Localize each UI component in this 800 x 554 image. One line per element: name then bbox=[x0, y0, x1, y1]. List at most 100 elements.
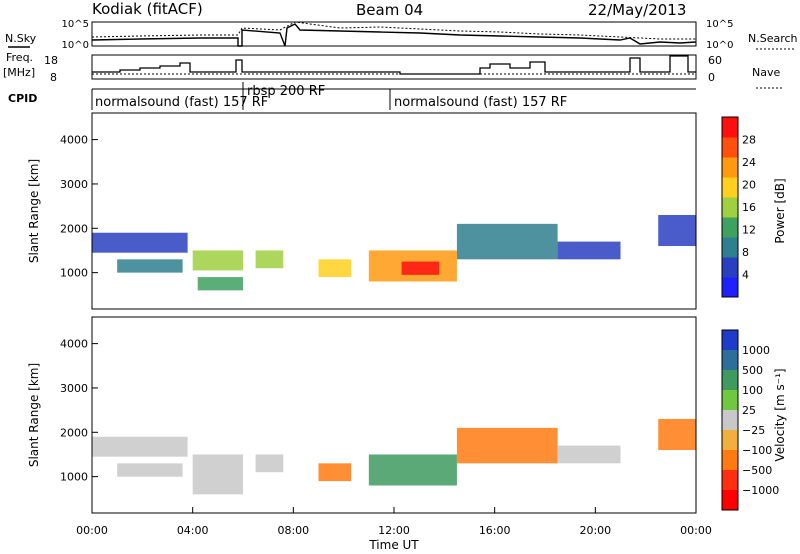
velocity-colorbar-tick-5: −100 bbox=[742, 444, 772, 457]
velocity-colorbar-swatch-8 bbox=[722, 490, 738, 511]
velocity-band-6 bbox=[456, 427, 558, 464]
time-axis-ticks: 00:00 04:00 08:00 12:00 16:00 20:00 00:00 bbox=[76, 507, 712, 537]
power-colorbar-swatch-7 bbox=[722, 137, 738, 158]
power-band-4 bbox=[255, 250, 284, 269]
velocity-band-0 bbox=[92, 436, 188, 457]
power-plot-frame bbox=[91, 112, 697, 310]
velocity-colorbar-swatch-1 bbox=[722, 350, 738, 371]
velocity-band-1 bbox=[117, 463, 183, 477]
power-y-tick-label-3: 4000 bbox=[60, 134, 88, 147]
velocity-colorbar-tick-2: 100 bbox=[742, 384, 763, 397]
power-y-ticks: 1000 2000 3000 4000 bbox=[60, 134, 98, 280]
power-band-8 bbox=[456, 223, 558, 260]
power-band-3 bbox=[197, 277, 243, 291]
velocity-y-tick-label-2: 3000 bbox=[60, 382, 88, 395]
power-band-5 bbox=[318, 259, 352, 278]
power-colorbar-swatch-4 bbox=[722, 197, 738, 218]
velocity-colorbar: 1000 500 100 25 −25 −100 −500 −1000 Velocity [m… bbox=[721, 329, 787, 511]
power-colorbar-tick-2: 12 bbox=[742, 224, 756, 237]
power-colorbar-swatch-6 bbox=[722, 157, 738, 178]
time-tick-label-3: 12:00 bbox=[378, 524, 410, 537]
velocity-y-ticks: 1000 2000 3000 4000 bbox=[60, 338, 98, 484]
noise-panel-frame bbox=[91, 21, 697, 47]
noise-panel: N.Sky 10^5 10^0 10^5 10^0 N.Search bbox=[5, 19, 798, 51]
velocity-plot: 1000 2000 3000 4000 Slant Range [km] bbox=[27, 316, 697, 514]
velocity-colorbar-swatch-5 bbox=[722, 430, 738, 451]
freq-label: Freq. bbox=[6, 51, 33, 64]
velocity-colorbar-swatch-6 bbox=[722, 450, 738, 471]
velocity-band-2 bbox=[192, 454, 243, 495]
station-title: Kodiak (fitACF) bbox=[92, 0, 203, 18]
power-colorbar-tick-3: 16 bbox=[742, 201, 756, 214]
freq-panel-frame bbox=[91, 54, 697, 80]
velocity-y-tick-label-3: 4000 bbox=[60, 338, 88, 351]
power-y-tick-label-2: 3000 bbox=[60, 178, 88, 191]
power-colorbar-tick-1: 8 bbox=[742, 246, 749, 259]
power-band-10 bbox=[658, 214, 696, 247]
velocity-colorbar-tick-1: 500 bbox=[742, 364, 763, 377]
power-band-0 bbox=[92, 232, 188, 253]
freq-tick-left-top: 18 bbox=[44, 54, 58, 67]
noise-tick-left-top: 10^5 bbox=[62, 19, 89, 30]
freq-unit-label: [MHz] bbox=[3, 66, 35, 79]
power-colorbar-swatch-8 bbox=[722, 117, 738, 138]
power-colorbar-tick-6: 28 bbox=[742, 134, 756, 147]
cpid-label: CPID bbox=[8, 92, 37, 105]
velocity-colorbar-swatch-4 bbox=[722, 410, 738, 431]
velocity-colorbar-swatch-7 bbox=[722, 470, 738, 491]
noise-tick-right-bottom: 10^0 bbox=[706, 40, 733, 51]
power-colorbar-swatch-5 bbox=[722, 177, 738, 198]
power-band-7 bbox=[401, 261, 440, 275]
velocity-colorbar-swatch-0 bbox=[722, 330, 738, 351]
power-band-2 bbox=[192, 250, 243, 271]
velocity-data-layer bbox=[92, 418, 696, 495]
noise-tick-right-top: 10^5 bbox=[706, 19, 733, 30]
beam-title: Beam 04 bbox=[356, 1, 423, 19]
time-tick-label-6: 00:00 bbox=[680, 524, 712, 537]
power-colorbar-swatch-0 bbox=[722, 277, 738, 298]
freq-tick-right-bottom: 0 bbox=[708, 71, 715, 84]
velocity-band-3 bbox=[255, 454, 284, 473]
cpid-panel: CPID normalsound (fast) 157 RF rbsp 200 … bbox=[8, 82, 696, 110]
power-y-tick-label-0: 1000 bbox=[60, 267, 88, 280]
cpid-segment-3: normalsound (fast) 157 RF bbox=[394, 95, 567, 110]
freq-tick-right-top: 60 bbox=[708, 54, 722, 67]
velocity-band-4 bbox=[318, 463, 352, 482]
power-colorbar-title: Power [dB] bbox=[773, 178, 787, 243]
velocity-colorbar-tick-4: −25 bbox=[742, 424, 765, 437]
freq-tick-left-bottom: 8 bbox=[50, 71, 57, 84]
time-tick-label-4: 16:00 bbox=[479, 524, 511, 537]
velocity-colorbar-swatch-3 bbox=[722, 390, 738, 411]
power-colorbar: 4 8 12 16 20 24 28 Power [dB] bbox=[721, 116, 787, 298]
power-plot: 1000 2000 3000 4000 Slant Range [km] bbox=[27, 112, 697, 310]
power-band-1 bbox=[117, 259, 183, 273]
time-tick-label-5: 20:00 bbox=[579, 524, 611, 537]
power-colorbar-swatch-2 bbox=[722, 237, 738, 258]
nsearch-label: N.Search bbox=[748, 32, 798, 45]
velocity-band-7 bbox=[557, 445, 621, 464]
power-y-tick-label-1: 2000 bbox=[60, 222, 88, 235]
velocity-colorbar-tick-6: −500 bbox=[742, 464, 772, 477]
velocity-colorbar-title: Velocity [m s⁻¹] bbox=[773, 368, 787, 461]
time-tick-label-2: 08:00 bbox=[277, 524, 309, 537]
time-axis-label: Time UT bbox=[368, 538, 419, 552]
velocity-colorbar-tick-0: 1000 bbox=[742, 344, 770, 357]
cpid-segment-1: normalsound (fast) 157 RF bbox=[95, 95, 268, 110]
date-title: 22/May/2013 bbox=[588, 1, 686, 19]
noise-tick-left-bottom: 10^0 bbox=[62, 40, 89, 51]
power-colorbar-tick-4: 20 bbox=[742, 179, 756, 192]
power-colorbar-tick-5: 24 bbox=[742, 156, 756, 169]
power-y-axis-label: Slant Range [km] bbox=[27, 159, 41, 263]
velocity-colorbar-tick-3: 25 bbox=[742, 404, 756, 417]
velocity-y-axis-label: Slant Range [km] bbox=[27, 363, 41, 467]
time-tick-label-0: 00:00 bbox=[76, 524, 108, 537]
velocity-y-tick-label-0: 1000 bbox=[60, 471, 88, 484]
velocity-y-tick-label-1: 2000 bbox=[60, 426, 88, 439]
velocity-band-8 bbox=[658, 418, 696, 451]
power-band-9 bbox=[557, 241, 621, 260]
cpid-segment-2: rbsp 200 RF bbox=[247, 84, 325, 99]
velocity-colorbar-tick-7: −1000 bbox=[742, 484, 779, 497]
time-tick-label-1: 04:00 bbox=[177, 524, 209, 537]
velocity-colorbar-frame bbox=[721, 329, 739, 511]
